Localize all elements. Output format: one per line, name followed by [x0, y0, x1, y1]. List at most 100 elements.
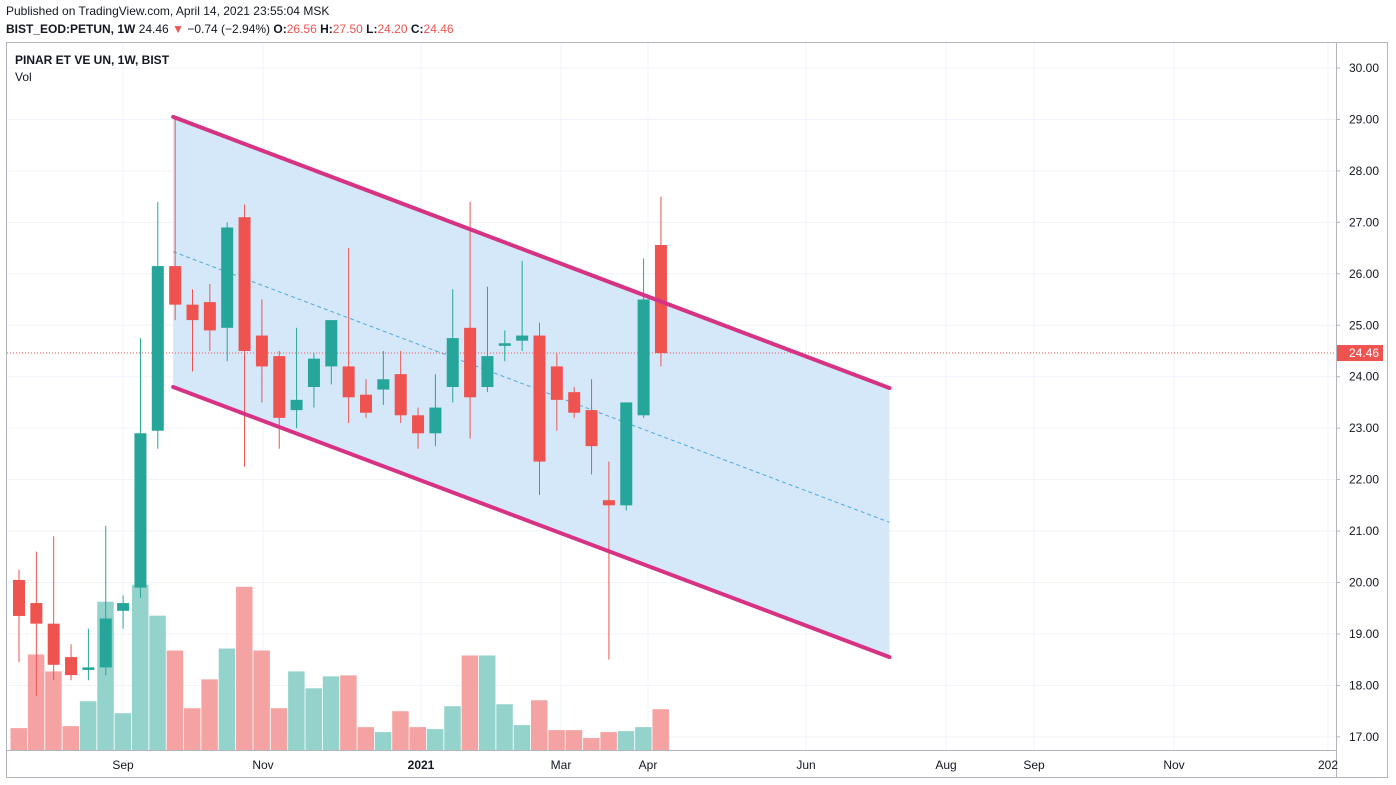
- candle-body: [429, 407, 442, 434]
- price-tick-label: 23.00: [1349, 421, 1379, 435]
- channel-median-line: [172, 251, 890, 523]
- volume-bar: [444, 706, 461, 750]
- time-tick-label: 2021: [408, 758, 435, 772]
- chart-legend-title: PINAR ET VE UN, 1W, BIST: [15, 53, 170, 67]
- candle-body: [550, 366, 563, 400]
- price-tick-label: 17.00: [1349, 730, 1379, 744]
- volume-bar: [218, 648, 236, 750]
- time-tick-label: Nov: [1163, 758, 1184, 772]
- candle: [394, 350, 407, 424]
- time-tick-label: Jun: [796, 758, 815, 772]
- volume-bar: [166, 650, 184, 750]
- candle-body: [151, 266, 164, 431]
- time-tick-label: Aug: [935, 758, 956, 772]
- candle: [255, 299, 268, 403]
- volume-bar: [565, 730, 583, 750]
- candle-body: [273, 356, 286, 418]
- candle: [169, 116, 182, 321]
- candle-body: [290, 399, 303, 411]
- time-tick-label: Nov: [252, 758, 273, 772]
- close-label: C:: [410, 22, 424, 36]
- candle-body: [169, 266, 182, 305]
- price-tick-label: 18.00: [1349, 678, 1379, 692]
- volume-bar: [340, 675, 357, 750]
- candle: [273, 350, 286, 449]
- candle-body: [637, 299, 650, 416]
- price-tick-label: 30.00: [1349, 61, 1379, 75]
- volume-bar: [27, 654, 45, 750]
- candle: [30, 551, 43, 696]
- candle-body: [342, 366, 355, 398]
- candle: [99, 525, 112, 676]
- symbol-label: BIST_EOD:PETUN, 1W: [6, 22, 136, 36]
- last-price-value: 24.46: [138, 22, 169, 36]
- volume-bar: [201, 679, 218, 750]
- volume-bar: [513, 725, 531, 750]
- volume-bar: [236, 586, 253, 750]
- price-tick-label: 26.00: [1349, 267, 1379, 281]
- volume-bar: [461, 655, 479, 750]
- time-tick-label: 202: [1318, 758, 1338, 772]
- candle-body: [654, 244, 667, 354]
- volume-bar: [322, 676, 340, 750]
- volume-bar: [270, 708, 288, 750]
- candle-body: [620, 402, 633, 506]
- candle: [203, 284, 216, 351]
- high-value: 27.50: [332, 22, 363, 36]
- candle: [620, 402, 633, 511]
- candle-body: [533, 335, 546, 462]
- volume-bar: [635, 727, 652, 750]
- price-tick-label: 27.00: [1349, 215, 1379, 229]
- change-value: −0.74 (−2.94%): [187, 22, 271, 36]
- volume-bar: [652, 709, 669, 750]
- price-tick-label: 21.00: [1349, 524, 1379, 538]
- candle: [637, 258, 650, 418]
- price-axis-labels: 30.00 29.00 28.00 27.00 26.00 25.00 24.00 23.00…: [1336, 61, 1379, 744]
- candle-body: [238, 217, 251, 351]
- time-tick-label: Apr: [639, 758, 658, 772]
- candle: [342, 248, 355, 424]
- candle-body: [446, 338, 459, 387]
- last-price-badge: 24.46: [1337, 345, 1383, 362]
- volume-bar: [600, 732, 617, 750]
- candle: [325, 320, 338, 385]
- volume-bar: [288, 671, 305, 750]
- volume-bar: [253, 650, 270, 750]
- volume-bar: [409, 727, 427, 750]
- volume-legend: Vol: [15, 70, 32, 84]
- time-tick-label: Sep: [1023, 758, 1045, 772]
- candle-body: [30, 603, 43, 624]
- candle-body: [307, 358, 320, 387]
- candle: [47, 536, 60, 681]
- channel-upper-line: [171, 114, 892, 391]
- volume-bar: [478, 655, 496, 750]
- candle-body: [203, 302, 216, 331]
- price-tick-label: 22.00: [1349, 473, 1379, 487]
- candle: [360, 379, 372, 418]
- volume-bar: [583, 738, 600, 750]
- candle: [13, 569, 25, 663]
- volume-bar: [548, 730, 565, 750]
- time-tick-label: Sep: [112, 758, 134, 772]
- high-label: H:: [320, 22, 333, 36]
- candles: [13, 116, 667, 696]
- candle: [82, 628, 95, 681]
- candle-body: [464, 327, 477, 398]
- candle: [550, 353, 563, 431]
- channel-lower-line: [171, 384, 892, 660]
- candle-body: [65, 657, 78, 676]
- open-value: 26.56: [286, 22, 317, 36]
- candle-body: [186, 304, 199, 321]
- time-axis-labels: Sep Nov 2021 Mar Apr Jun Aug Sep Nov 202: [112, 758, 1338, 772]
- time-tick-label: Mar: [551, 758, 572, 772]
- candle-body: [360, 394, 372, 413]
- candle: [533, 322, 546, 496]
- volume-bar: [10, 728, 27, 750]
- volume-bars: [10, 584, 669, 750]
- channel-fill: [173, 116, 890, 658]
- volume-bar: [131, 584, 149, 750]
- open-label: O:: [273, 22, 287, 36]
- candle: [151, 201, 164, 449]
- volume-bar: [374, 732, 392, 750]
